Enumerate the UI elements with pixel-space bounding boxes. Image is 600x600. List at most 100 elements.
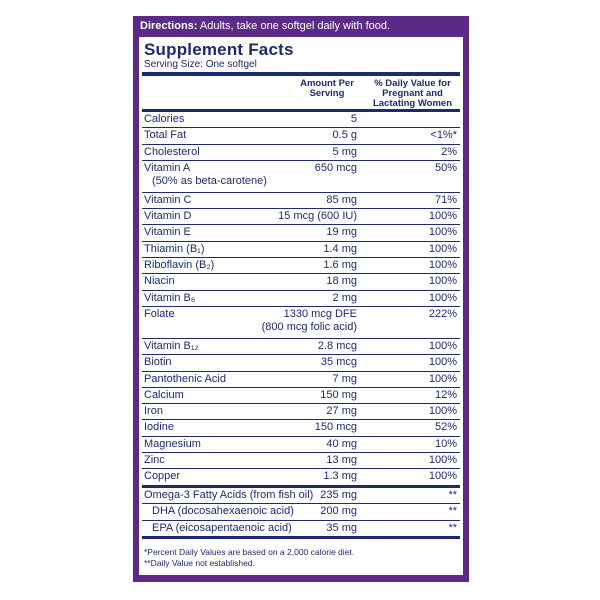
omega-daily-value: **	[448, 505, 457, 518]
omega-name: Omega-3 Fatty Acids (from fish oil)	[144, 488, 314, 501]
nutrient-amount: 15 mcg (600 IU)	[278, 210, 357, 223]
nutrient-amount-detail: (800 mcg folic acid)	[261, 320, 357, 333]
nutrient-amount: 7 mg	[332, 372, 357, 385]
nutrient-name: Iodine	[144, 421, 174, 434]
nutrient-daily-value: 50%	[434, 161, 457, 174]
nutrient-name: Vitamin C	[144, 193, 192, 206]
nutrient-row: Vitamin A (50% as beta-carotene) 650 mcg 50…	[142, 161, 460, 193]
nutrient-row: Vitamin B₁₂ 2.8 mcg 100%	[142, 339, 460, 356]
nutrient-amount: 1.4 mg	[323, 242, 357, 255]
nutrient-row: Calories 5	[142, 112, 460, 129]
nutrient-amount: 150 mg	[320, 388, 357, 401]
nutrient-amount: 0.5 g	[332, 129, 357, 142]
nutrient-name: Vitamin E	[144, 226, 191, 239]
footnotes: *Percent Daily Values are based on a 2,0…	[144, 547, 354, 569]
nutrient-row: Thiamin (B₁) 1.4 mg 100%	[142, 242, 460, 259]
nutrient-amount: 1.3 mg	[323, 470, 357, 483]
omega-row: EPA (eicosapentaenoic acid) 35 mg **	[142, 521, 460, 538]
nutrient-daily-value: 100%	[428, 242, 457, 255]
nutrient-name: Total Fat	[144, 129, 187, 142]
footnote: **Daily Value not established.	[144, 558, 255, 568]
nutrient-name: Vitamin B₁₂	[144, 339, 199, 352]
nutrient-name: Iron	[144, 405, 163, 418]
nutrient-daily-value: 100%	[428, 291, 457, 304]
nutrient-name: Vitamin A	[144, 161, 191, 174]
directions-body: Adults, take one softgel daily with food…	[197, 20, 391, 32]
supplement-facts-panel: Supplement Facts Serving Size: One softg…	[139, 37, 463, 575]
nutrient-daily-value: <1%*	[430, 129, 457, 142]
thick-rule-bottom	[142, 536, 460, 540]
nutrient-daily-value: 100%	[428, 275, 457, 288]
nutrient-amount: 650 mcg	[314, 161, 357, 174]
nutrient-amount: 5 mg	[332, 145, 357, 158]
omega-row: DHA (docosahexaenoic acid) 200 mg **	[142, 504, 460, 521]
nutrient-row: Iodine 150 mcg 52%	[142, 420, 460, 437]
nutrient-row: Vitamin B₆ 2 mg 100%	[142, 291, 460, 307]
nutrient-row: Calcium 150 mg 12%	[142, 388, 460, 405]
omega-amount: 35 mg	[326, 521, 357, 534]
nutrient-name: Pantothenic Acid	[144, 372, 226, 385]
amount-header-line: Serving	[309, 88, 345, 99]
nutrient-row: Biotin 35 mcg 100%	[142, 355, 460, 372]
nutrient-name: Calories	[144, 113, 185, 125]
omega-name: DHA (docosahexaenoic acid)	[152, 505, 294, 518]
serving-size: Serving Size: One softgel	[144, 59, 257, 70]
nutrient-daily-value: 100%	[428, 372, 457, 385]
nutrient-name: Calcium	[144, 388, 184, 401]
omega-amount: 235 mg	[320, 488, 357, 501]
nutrient-daily-value: 100%	[428, 356, 457, 369]
footnote: *Percent Daily Values are based on a 2,0…	[144, 547, 355, 557]
nutrient-daily-value: 100%	[428, 259, 457, 272]
nutrient-row: Iron 27 mg 100%	[142, 404, 460, 421]
nutrient-row: Riboflavin (B₂) 1.6 mg 100%	[142, 258, 460, 275]
nutrient-name: Vitamin D	[144, 210, 192, 223]
directions-label: Directions:	[140, 20, 198, 32]
dv-header-line: Lactating Women	[373, 98, 452, 109]
nutrient-amount: 18 mg	[326, 275, 357, 288]
omega-row: Omega-3 Fatty Acids (from fish oil) 235 m…	[142, 488, 460, 505]
nutrient-name: Zinc	[144, 454, 165, 467]
nutrient-name: Vitamin B₆	[144, 291, 196, 304]
nutrient-row: Niacin 18 mg 100%	[142, 274, 460, 291]
nutrient-name: Niacin	[144, 275, 175, 288]
amount-header-line: Amount Per	[300, 78, 354, 89]
nutrient-daily-value: 100%	[428, 210, 457, 223]
nutrient-amount: 40 mg	[326, 437, 357, 450]
nutrient-name: Biotin	[144, 356, 172, 369]
nutrient-row: Magnesium 40 mg 10%	[142, 437, 460, 454]
omega-daily-value: **	[448, 488, 457, 501]
nutrient-row: Folate 1330 mcg DFE (800 mcg folic acid) 22…	[142, 307, 460, 339]
nutrient-amount: 2.8 mcg	[317, 339, 357, 352]
nutrient-daily-value: 71%	[434, 193, 457, 206]
nutrient-daily-value: 100%	[428, 405, 457, 418]
nutrient-name: Riboflavin (B₂)	[144, 259, 215, 272]
nutrient-amount: 13 mg	[326, 454, 357, 467]
nutrient-amount: 5	[350, 113, 357, 125]
nutrient-daily-value: 100%	[428, 226, 457, 239]
thick-rule-top	[142, 72, 460, 76]
nutrient-row: Vitamin E 19 mg 100%	[142, 225, 460, 242]
omega-daily-value: **	[448, 521, 457, 534]
nutrient-row: Cholesterol 5 mg 2%	[142, 145, 460, 161]
nutrient-daily-value: 12%	[434, 388, 457, 401]
nutrient-row: Pantothenic Acid 7 mg 100%	[142, 372, 460, 388]
nutrient-amount: 1.6 mg	[323, 259, 357, 272]
thick-rule-header	[142, 109, 460, 112]
nutrient-daily-value: 222%	[428, 307, 457, 320]
nutrient-name: Copper	[144, 470, 181, 483]
amount-per-serving-header: Amount Per Serving	[297, 79, 357, 99]
nutrient-table: Calories 5 Total Fat 0.5 g <1%* Cholesterol 5 …	[142, 112, 460, 540]
nutrient-name: Cholesterol	[144, 145, 200, 158]
nutrient-daily-value: 52%	[434, 421, 457, 434]
nutrient-daily-value: 100%	[428, 454, 457, 467]
nutrient-amount: 150 mcg	[314, 421, 357, 434]
nutrient-row: Zinc 13 mg 100%	[142, 453, 460, 470]
dv-header-line: % Daily Value for	[374, 78, 451, 89]
omega-amount: 200 mg	[320, 505, 357, 518]
nutrient-daily-value: 100%	[428, 470, 457, 483]
panel-title: Supplement Facts	[144, 40, 294, 59]
nutrient-amount: 27 mg	[326, 405, 357, 418]
nutrient-subname: (50% as beta-carotene)	[152, 174, 267, 187]
nutrient-amount: 2 mg	[332, 291, 357, 304]
nutrient-daily-value: 2%	[441, 145, 457, 158]
